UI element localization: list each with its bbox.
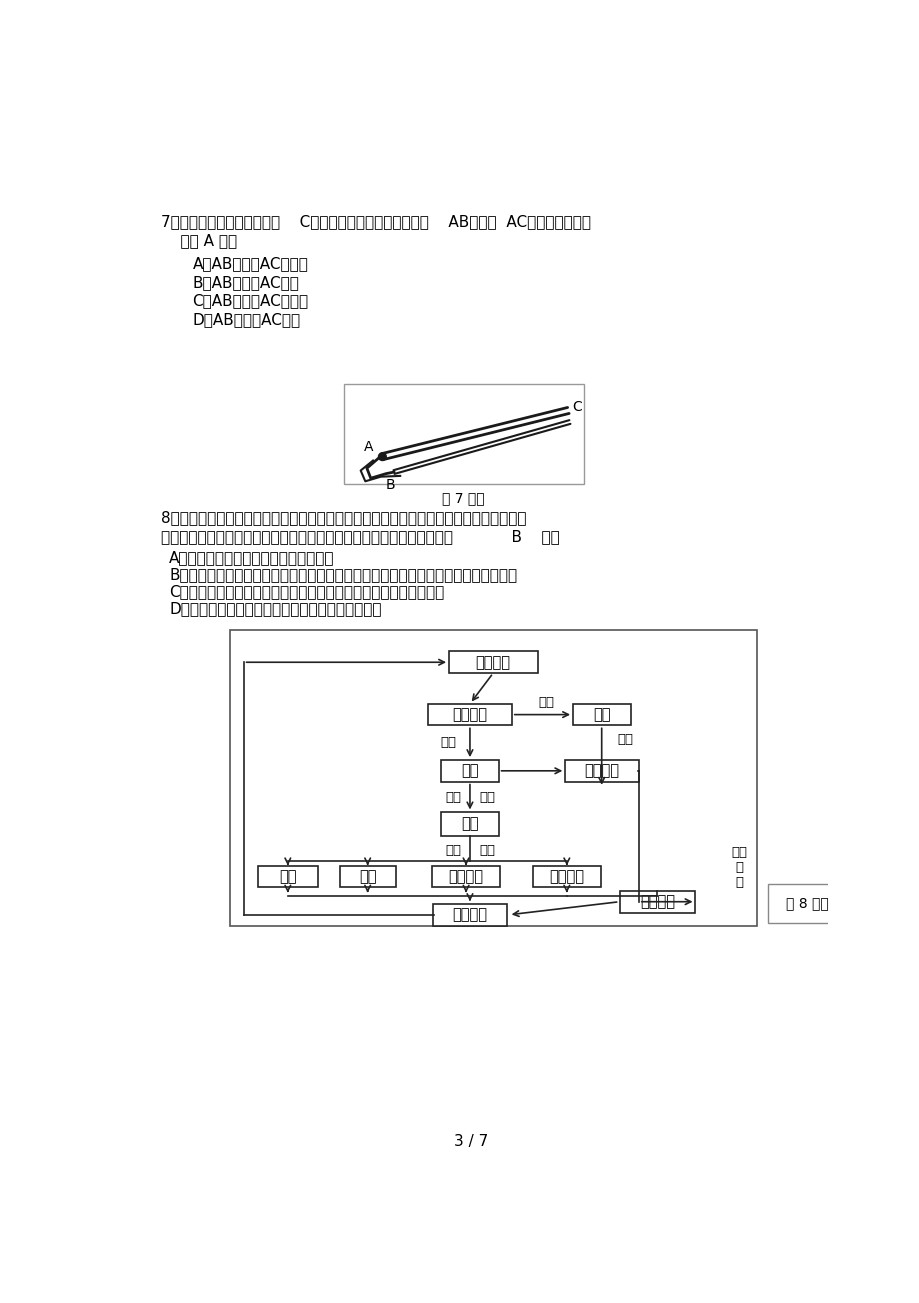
Text: A．重大风险事故可以直接报告市政领导: A．重大风险事故可以直接报告市政领导: [169, 551, 335, 566]
Bar: [339, 865, 395, 887]
Text: A: A: [363, 440, 373, 455]
Text: 技术扑救: 技术扑救: [448, 869, 483, 883]
Text: 事故现场: 事故现场: [452, 708, 487, 722]
Bar: [564, 760, 638, 782]
Circle shape: [378, 453, 386, 460]
Text: 是（ A ）。: 是（ A ）。: [162, 233, 237, 249]
Text: 领导: 领导: [460, 764, 478, 778]
Bar: [618, 891, 695, 912]
Text: B: B: [385, 478, 394, 493]
Text: 报警: 报警: [440, 736, 456, 749]
Text: 第 7 题图: 第 7 题图: [442, 491, 484, 506]
Bar: [432, 865, 500, 887]
Text: 消防: 消防: [278, 869, 296, 883]
Text: B．该流程存在并行环节，这样可以节省时间，提高效率，避免事故带来更多的影响。: B．该流程存在并行环节，这样可以节省时间，提高效率，避免事故带来更多的影响。: [169, 568, 516, 582]
Text: D．AB受压，AC受压: D．AB受压，AC受压: [192, 311, 301, 327]
Bar: [230, 629, 755, 926]
Bar: [440, 760, 498, 782]
Text: 组织: 组织: [479, 844, 494, 857]
Text: C: C: [572, 400, 582, 413]
Text: 现场指挥: 现场指挥: [640, 894, 675, 909]
Text: C．AB受压，AC受弯曲: C．AB受压，AC受弯曲: [192, 293, 308, 309]
Text: 决策: 决策: [479, 791, 494, 804]
Bar: [572, 704, 630, 726]
Text: 补救行动: 补救行动: [452, 907, 487, 923]
Bar: [427, 704, 511, 726]
Text: 第 8 题图: 第 8 题图: [785, 896, 827, 911]
Bar: [257, 865, 318, 887]
Text: 消防: 消防: [593, 708, 610, 722]
Bar: [532, 865, 600, 887]
Text: 医务: 医务: [358, 869, 376, 883]
Text: 8．如图所示为某化工厂风险事故处置流程图。事故处置的核心是及时报警，正确决策，迅: 8．如图所示为某化工厂风险事故处置流程图。事故处置的核心是及时报警，正确决策，迅: [162, 511, 527, 525]
Text: 现场监测: 现场监测: [475, 654, 510, 670]
Text: 7．在使用指甲剪剪指甲（对    C端施加向下作用力）时，构件    AB与构件  AC的主要受力形式: 7．在使用指甲剪剪指甲（对 C端施加向下作用力）时，构件 AB与构件 AC的主要…: [162, 214, 591, 229]
Text: A．AB受拉，AC受弯曲: A．AB受拉，AC受弯曲: [192, 257, 308, 271]
Text: 市政领导: 市政领导: [584, 764, 618, 778]
Text: B．AB受拉，AC受拉: B．AB受拉，AC受拉: [192, 275, 299, 291]
Text: 速扑救。各部门充分配合、协调行动。下列关于该流程的说法正确的是（            B    ）。: 速扑救。各部门充分配合、协调行动。下列关于该流程的说法正确的是（ B ）。: [162, 529, 560, 545]
Bar: [767, 883, 845, 923]
Text: 命令: 命令: [445, 844, 460, 857]
Text: 报警: 报警: [538, 696, 553, 709]
Bar: [433, 904, 506, 925]
Bar: [448, 652, 538, 674]
Bar: [440, 812, 498, 835]
Bar: [344, 383, 584, 483]
Text: 指挥: 指挥: [460, 817, 478, 831]
Text: 行动: 行动: [617, 732, 632, 745]
Text: 人工扑救: 人工扑救: [549, 869, 584, 883]
Text: 救援
行
动: 救援 行 动: [731, 846, 747, 889]
Text: 判断: 判断: [445, 791, 460, 804]
Text: 3 / 7: 3 / 7: [454, 1134, 488, 1149]
Text: D．发生化工风险事故可以由单位自行组织扑救行动: D．发生化工风险事故可以由单位自行组织扑救行动: [169, 602, 381, 616]
Text: C．发生化工风险事故可以先人工扑救，如果有难度再申请技术扑救: C．发生化工风险事故可以先人工扑救，如果有难度再申请技术扑救: [169, 585, 444, 599]
